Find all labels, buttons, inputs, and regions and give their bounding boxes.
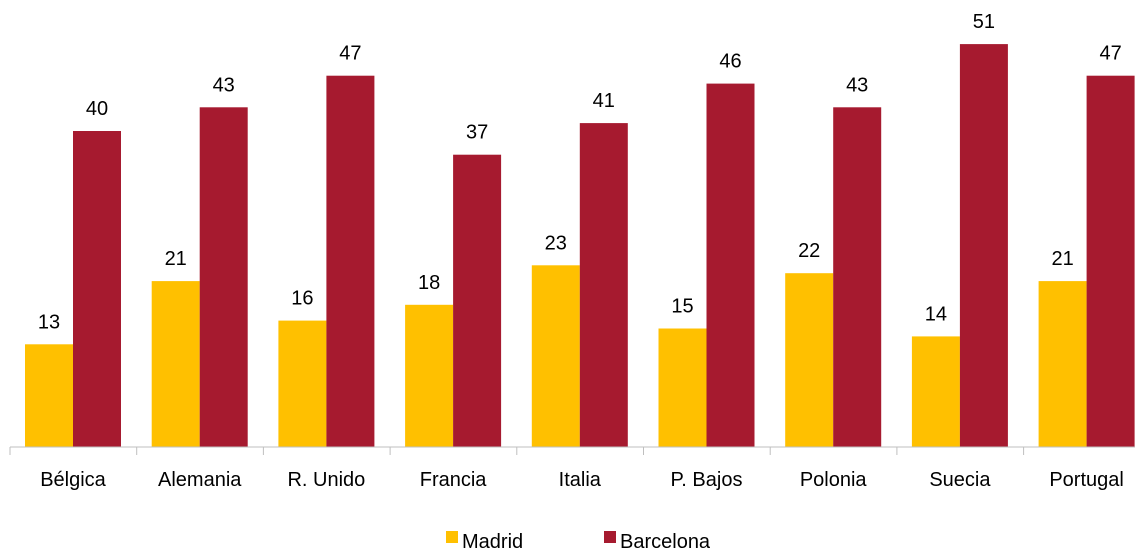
legend-swatch-madrid bbox=[446, 531, 458, 543]
data-label-barcelona-francia: 37 bbox=[466, 122, 488, 144]
bar-barcelona-polonia bbox=[833, 107, 882, 448]
x-tick-label-italia: Italia bbox=[559, 469, 602, 491]
bar-barcelona-p-bajos bbox=[706, 83, 755, 447]
bar-madrid-p-bajos bbox=[658, 328, 707, 447]
data-labels-layer: 13 40 21 43 16 47 18 37 23 41 15 46 22 43 14 51 21 47 bbox=[38, 11, 1122, 333]
data-label-barcelona-suecia: 51 bbox=[973, 11, 995, 33]
data-label-madrid-polonia: 22 bbox=[798, 240, 820, 262]
x-tick-label-r-unido: R. Unido bbox=[287, 469, 365, 491]
data-label-barcelona-belgica: 40 bbox=[86, 98, 108, 120]
data-label-madrid-portugal: 21 bbox=[1051, 248, 1073, 270]
x-tick-label-belgica: Bélgica bbox=[40, 469, 106, 491]
legend-swatch-barcelona bbox=[604, 531, 616, 543]
data-label-madrid-italia: 23 bbox=[545, 232, 567, 254]
x-tick-label-p-bajos: P. Bajos bbox=[671, 469, 743, 491]
x-tick-label-polonia: Polonia bbox=[800, 469, 868, 491]
x-tick-label-alemania: Alemania bbox=[158, 469, 242, 491]
bar-madrid-suecia bbox=[911, 336, 960, 447]
bar-barcelona-r-unido bbox=[326, 75, 375, 447]
bar-barcelona-alemania bbox=[199, 107, 248, 448]
legend-label-madrid: Madrid bbox=[462, 531, 523, 548]
data-label-barcelona-portugal: 47 bbox=[1099, 43, 1121, 65]
data-label-madrid-suecia: 14 bbox=[925, 303, 947, 325]
bar-madrid-polonia bbox=[785, 273, 834, 447]
data-label-madrid-alemania: 21 bbox=[165, 248, 187, 270]
bar-madrid-italia bbox=[531, 265, 580, 447]
bar-barcelona-francia bbox=[453, 154, 502, 447]
data-label-barcelona-polonia: 43 bbox=[846, 74, 868, 96]
data-label-madrid-p-bajos: 15 bbox=[671, 296, 693, 318]
bar-madrid-r-unido bbox=[278, 320, 327, 447]
bar-madrid-francia bbox=[405, 304, 454, 447]
legend-label-barcelona: Barcelona bbox=[620, 531, 711, 548]
data-label-barcelona-italia: 41 bbox=[593, 90, 615, 112]
data-label-madrid-francia: 18 bbox=[418, 272, 440, 294]
x-axis-ticks: Bélgica Alemania R. Unido Francia Italia P. B… bbox=[9, 447, 1124, 491]
bar-barcelona-italia bbox=[579, 123, 628, 447]
bar-barcelona-belgica bbox=[73, 131, 121, 447]
data-label-madrid-belgica: 13 bbox=[38, 311, 60, 333]
bar-barcelona-suecia bbox=[959, 44, 1008, 447]
bar-madrid-portugal bbox=[1038, 281, 1087, 447]
data-label-barcelona-r-unido: 47 bbox=[339, 43, 361, 65]
data-label-madrid-r-unido: 16 bbox=[291, 288, 313, 310]
bar-barcelona-portugal bbox=[1086, 75, 1135, 447]
data-label-barcelona-p-bajos: 46 bbox=[719, 51, 741, 73]
x-tick-label-francia: Francia bbox=[420, 469, 488, 491]
x-tick-label-suecia: Suecia bbox=[929, 469, 991, 491]
bar-madrid-belgica bbox=[25, 344, 73, 447]
legend: Madrid Barcelona bbox=[446, 531, 711, 548]
bar-madrid-alemania bbox=[151, 281, 200, 447]
data-label-barcelona-alemania: 43 bbox=[213, 74, 235, 96]
x-tick-label-portugal: Portugal bbox=[1049, 469, 1124, 491]
bars-layer bbox=[25, 44, 1135, 448]
